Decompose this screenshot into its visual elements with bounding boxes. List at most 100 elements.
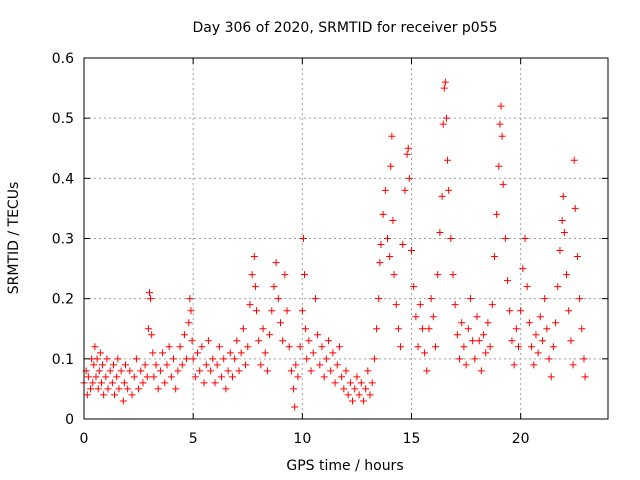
data-point [451, 301, 459, 309]
y-tick-label: 0.1 [52, 352, 74, 368]
data-point [521, 235, 529, 242]
data-point [539, 337, 546, 345]
data-point [493, 210, 501, 218]
data-point [250, 253, 258, 261]
data-point [554, 283, 562, 291]
data-point [170, 355, 178, 363]
data-point [331, 379, 339, 387]
data-point [440, 84, 448, 92]
data-point [381, 186, 389, 194]
data-point [368, 379, 376, 387]
data-point [161, 379, 169, 387]
data-point [259, 325, 267, 333]
data-point [466, 295, 474, 303]
data-point [143, 373, 151, 381]
data-point [364, 367, 372, 375]
y-tick-label: 0.4 [52, 171, 74, 187]
data-point [281, 271, 289, 279]
data-point [252, 307, 260, 315]
data-point [320, 373, 328, 381]
data-point [414, 343, 422, 351]
data-point [244, 343, 252, 351]
data-point [469, 337, 477, 345]
data-point [92, 373, 100, 381]
data-point [338, 373, 346, 381]
data-point [536, 313, 544, 321]
data-point [135, 385, 143, 393]
data-point [497, 102, 505, 110]
data-point [484, 319, 492, 327]
data-point [464, 325, 472, 333]
data-point [87, 385, 95, 393]
data-point [150, 373, 158, 381]
data-point [480, 331, 488, 339]
data-point [462, 361, 470, 369]
data-point [388, 132, 396, 140]
data-point [488, 301, 496, 309]
data-point [570, 156, 578, 164]
data-point [294, 373, 302, 381]
data-point [307, 367, 315, 375]
data-point [475, 337, 483, 345]
data-point [581, 373, 589, 381]
data-point [545, 355, 553, 363]
data-point [405, 174, 413, 182]
data-point [97, 379, 105, 387]
data-point [460, 343, 468, 351]
data-point [416, 301, 424, 309]
data-point [187, 307, 195, 315]
data-point [567, 337, 575, 345]
data-point [299, 235, 307, 242]
data-point [436, 228, 444, 236]
data-point [329, 349, 337, 357]
data-point [549, 343, 557, 351]
data-point [104, 385, 112, 393]
data-point [532, 331, 540, 339]
data-point [510, 361, 518, 369]
data-point [342, 367, 350, 375]
data-point [379, 210, 387, 218]
data-point [163, 361, 171, 369]
data-point [91, 343, 99, 351]
data-point [291, 403, 299, 411]
data-point [266, 331, 274, 339]
data-point [228, 373, 236, 381]
data-point [196, 367, 204, 375]
data-point [486, 343, 494, 351]
x-tick-label: 15 [403, 431, 421, 447]
data-point [283, 307, 291, 315]
data-point [287, 367, 295, 375]
data-point [109, 361, 117, 369]
data-point [318, 343, 326, 351]
data-point [290, 385, 298, 393]
data-point [573, 253, 581, 261]
data-point [117, 367, 125, 375]
data-point [340, 385, 348, 393]
data-point [268, 307, 276, 315]
data-point [541, 295, 549, 303]
y-tick-label: 0 [65, 412, 74, 428]
y-tick-label: 0.5 [52, 111, 74, 127]
x-tick-label: 5 [189, 431, 198, 447]
chart-title: Day 306 of 2020, SRMTID for receiver p05… [192, 20, 497, 36]
data-point [248, 271, 256, 279]
data-point [198, 343, 206, 351]
data-point [213, 361, 221, 369]
data-point [523, 283, 531, 291]
data-point [311, 295, 319, 303]
grid-lines [84, 58, 608, 419]
data-point [390, 271, 398, 279]
data-point [149, 349, 157, 357]
data-point [517, 307, 525, 315]
data-point [490, 253, 498, 261]
data-point [576, 295, 584, 303]
data-point [235, 367, 243, 375]
data-point [194, 349, 202, 357]
data-point [165, 343, 173, 351]
data-point [156, 367, 164, 375]
data-point [106, 367, 114, 375]
data-point [565, 307, 573, 315]
data-point [285, 343, 293, 351]
data-point [327, 367, 335, 375]
data-point [357, 379, 365, 387]
